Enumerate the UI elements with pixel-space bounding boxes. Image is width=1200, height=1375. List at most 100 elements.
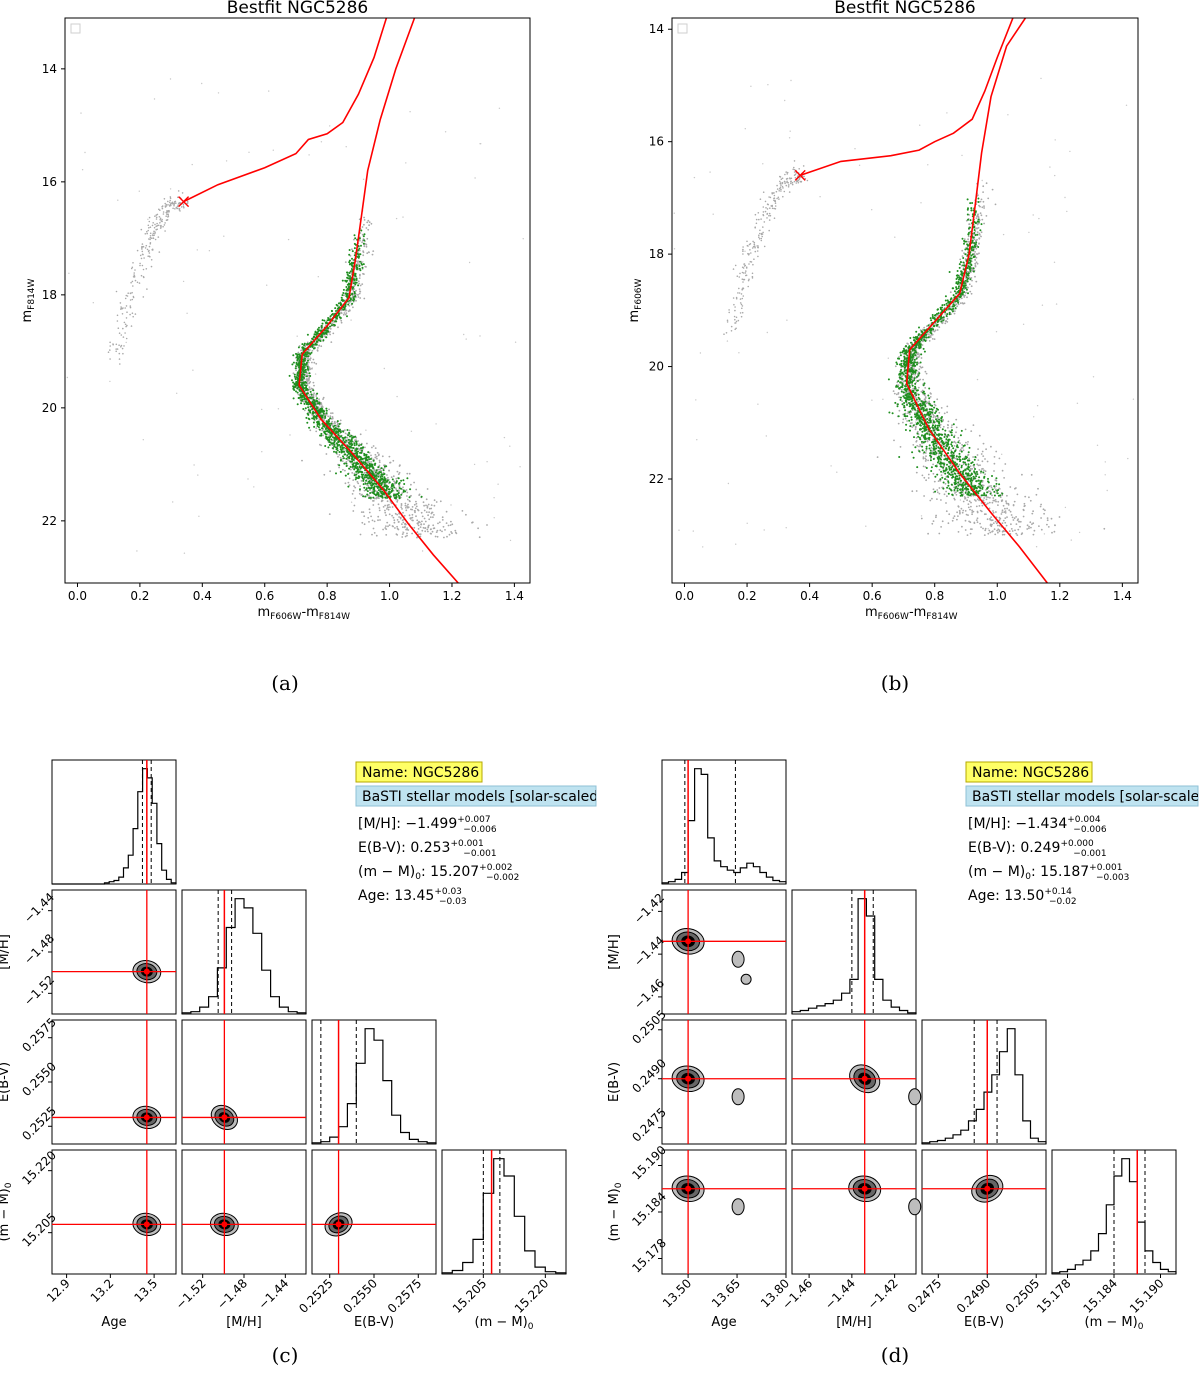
fit-star	[348, 259, 351, 262]
background-star	[948, 430, 951, 433]
background-star	[1022, 509, 1025, 512]
background-star	[375, 534, 378, 537]
background-star	[924, 460, 927, 462]
field-star	[463, 333, 465, 336]
background-star	[987, 532, 990, 535]
field-star	[396, 395, 398, 398]
field-star	[365, 429, 367, 431]
fit-star	[356, 255, 359, 258]
fit-star	[307, 406, 310, 409]
fit-star	[312, 411, 315, 414]
background-star	[398, 485, 401, 488]
hb-star	[734, 306, 736, 308]
fit-star	[317, 420, 320, 423]
fit-star	[354, 275, 357, 278]
fit-star	[336, 427, 339, 430]
background-star	[917, 362, 920, 365]
hb-star	[169, 196, 172, 198]
hb-star	[735, 316, 738, 319]
fit-star	[371, 482, 374, 485]
background-star	[404, 504, 407, 507]
hb-star	[740, 315, 743, 318]
background-star	[922, 457, 925, 460]
hb-star	[766, 203, 769, 205]
fit-star	[307, 355, 310, 358]
fit-star	[373, 485, 376, 488]
hb-star	[792, 168, 794, 171]
hb-star	[771, 207, 774, 210]
background-star	[378, 464, 381, 467]
hb-star	[786, 173, 788, 175]
background-star	[980, 231, 983, 234]
fit-star	[323, 431, 326, 434]
background-star	[327, 415, 330, 418]
hb-star	[155, 225, 157, 228]
background-star	[439, 500, 442, 503]
background-star	[430, 532, 432, 535]
fit-star	[288, 374, 291, 377]
x-label-sub1: F606W	[270, 612, 301, 622]
hb-star	[760, 237, 763, 240]
hb-star	[770, 205, 772, 207]
fit-star	[346, 444, 349, 447]
background-star	[932, 463, 934, 466]
fit-star	[296, 382, 299, 385]
fit-star	[295, 390, 297, 393]
background-star	[993, 462, 996, 465]
background-star	[993, 470, 995, 472]
fit-star	[362, 479, 365, 482]
background-star	[1018, 520, 1021, 523]
background-star	[388, 524, 391, 526]
fit-star	[358, 237, 361, 240]
field-star	[673, 248, 676, 250]
hb-star	[742, 248, 744, 251]
hb-star	[117, 327, 120, 330]
fit-star	[342, 438, 345, 441]
fit-star	[311, 396, 314, 399]
fit-star	[395, 480, 398, 483]
background-star	[363, 219, 366, 221]
background-star	[917, 400, 920, 403]
background-star	[371, 446, 373, 449]
fit-star	[307, 359, 309, 362]
background-star	[936, 491, 939, 494]
fit-star	[369, 476, 372, 479]
field-star	[836, 471, 838, 473]
background-star	[366, 237, 369, 240]
background-star	[930, 393, 932, 395]
background-star	[373, 520, 376, 523]
hb-star	[785, 184, 788, 187]
background-star	[916, 444, 919, 447]
background-star	[359, 290, 362, 293]
background-star	[955, 431, 957, 434]
hb-star	[173, 204, 175, 207]
background-star	[1004, 512, 1007, 514]
fit-star	[346, 315, 348, 318]
fit-star	[317, 426, 320, 429]
hb-star	[740, 303, 743, 306]
background-star	[1006, 494, 1008, 497]
background-star	[915, 392, 918, 395]
fit-star	[304, 371, 307, 373]
field-star	[385, 525, 387, 527]
hb-star	[167, 214, 169, 216]
background-star	[299, 392, 302, 395]
hb-star	[138, 282, 141, 284]
chart-title: Bestfit NGC5286	[834, 0, 975, 18]
background-star	[357, 440, 359, 442]
fit-star	[385, 487, 388, 490]
x-label-sub2: F814W	[319, 612, 350, 622]
hb-star	[775, 190, 778, 193]
fit-star	[325, 407, 328, 410]
fit-star	[348, 467, 351, 470]
background-star	[390, 476, 393, 479]
fit-star	[363, 476, 366, 479]
hb-star	[768, 214, 770, 217]
field-star	[473, 463, 476, 466]
background-star	[919, 365, 921, 368]
background-star	[1042, 508, 1045, 511]
background-star	[1002, 530, 1005, 533]
fit-star	[296, 387, 299, 390]
fit-star	[362, 263, 365, 266]
hb-star	[751, 272, 754, 275]
